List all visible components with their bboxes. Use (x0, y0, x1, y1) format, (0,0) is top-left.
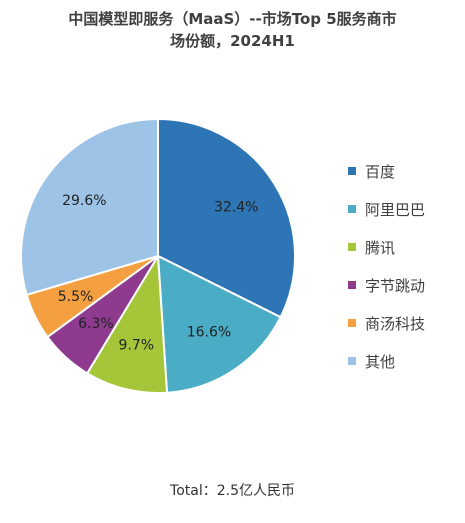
chart-footer-total: Total：2.5亿人民币 (170, 483, 295, 499)
pie-slice-label-2: 9.7% (118, 337, 154, 353)
chart-legend: 百度阿里巴巴腾讯字节跳动商汤科技其他 (348, 152, 425, 380)
legend-label-0: 百度 (365, 162, 396, 181)
legend-label-5: 其他 (365, 352, 396, 371)
legend-label-2: 腾讯 (365, 238, 396, 257)
legend-item-1: 阿里巴巴 (348, 190, 425, 228)
legend-item-2: 腾讯 (348, 228, 425, 266)
legend-label-1: 阿里巴巴 (365, 200, 426, 219)
legend-item-3: 字节跳动 (348, 266, 425, 304)
legend-item-5: 其他 (348, 342, 425, 380)
pie-slice-label-3: 6.3% (78, 316, 114, 332)
pie-slice-label-5: 29.6% (62, 193, 106, 209)
legend-item-4: 商汤科技 (348, 304, 425, 342)
legend-swatch-3 (348, 281, 356, 289)
chart-title: 中国模型即服务（MaaS）--市场Top 5服务商市 场份额，2024H1 (0, 8, 465, 52)
chart-title-line-2: 场份额，2024H1 (170, 32, 295, 50)
pie-slice-label-1: 16.6% (187, 325, 231, 341)
legend-swatch-5 (348, 357, 356, 365)
pie-slice-0 (157, 117, 296, 319)
pie-slice-5 (20, 117, 159, 297)
legend-swatch-1 (348, 205, 356, 213)
pie-slice-label-0: 32.4% (214, 200, 258, 216)
pie-slice-label-4: 5.5% (58, 289, 94, 305)
legend-swatch-2 (348, 243, 356, 251)
pie-slice-2 (85, 252, 169, 394)
chart-title-line-1: 中国模型即服务（MaaS）--市场Top 5服务商市 (68, 10, 397, 28)
legend-swatch-0 (348, 167, 356, 175)
legend-item-0: 百度 (348, 152, 425, 190)
legend-swatch-4 (348, 319, 356, 327)
legend-label-4: 商汤科技 (365, 314, 426, 333)
legend-label-3: 字节跳动 (365, 276, 426, 295)
pie-slice-1 (156, 254, 282, 394)
